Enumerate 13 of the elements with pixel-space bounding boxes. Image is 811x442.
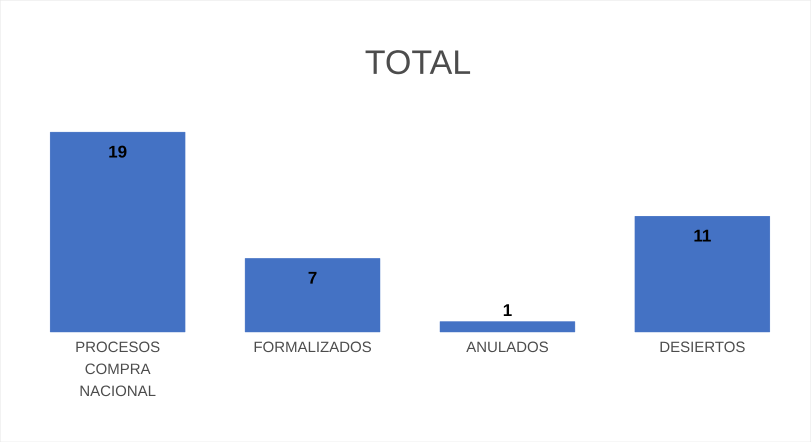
x-tick-label: DESIERTOS	[660, 341, 745, 352]
bar	[50, 132, 186, 332]
data-label: 11	[694, 230, 711, 242]
bar	[244, 258, 380, 332]
data-label: 7	[308, 272, 317, 284]
x-tick-label: ANULADOS	[466, 341, 548, 352]
x-tick-label: PROCESOS COMPRA NACIONAL	[76, 341, 160, 396]
chart-title: TOTAL	[366, 50, 470, 74]
bar	[634, 216, 770, 332]
data-label: 19	[109, 146, 126, 158]
data-label: 1	[504, 304, 512, 316]
x-tick-label: FORMALIZADOS	[254, 341, 372, 352]
bar	[440, 321, 576, 332]
